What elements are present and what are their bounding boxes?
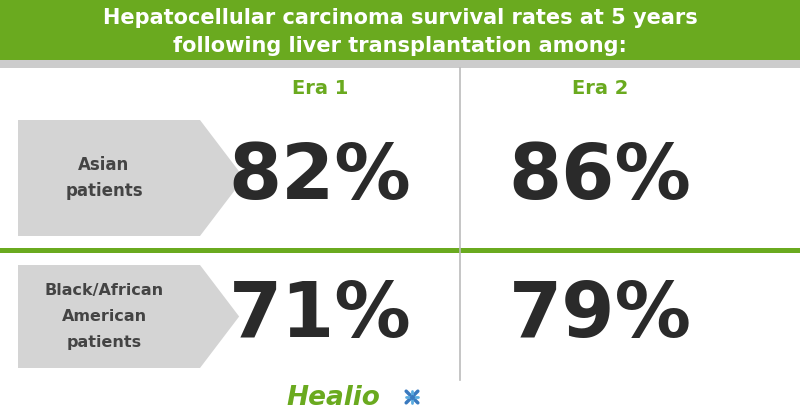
Bar xyxy=(0,60,800,68)
Text: 82%: 82% xyxy=(229,141,411,215)
Text: Asian: Asian xyxy=(78,156,130,174)
Text: Hepatocellular carcinoma survival rates at 5 years: Hepatocellular carcinoma survival rates … xyxy=(102,8,698,28)
Text: Healio: Healio xyxy=(286,385,380,411)
Text: 86%: 86% xyxy=(509,141,691,215)
Bar xyxy=(0,248,800,253)
Text: patients: patients xyxy=(66,335,142,350)
Text: Black/African: Black/African xyxy=(45,283,163,298)
Text: 71%: 71% xyxy=(229,279,411,354)
Text: following liver transplantation among:: following liver transplantation among: xyxy=(173,36,627,56)
Text: Era 1: Era 1 xyxy=(292,79,348,97)
Text: patients: patients xyxy=(65,182,143,200)
Polygon shape xyxy=(18,265,239,368)
Text: Era 2: Era 2 xyxy=(572,79,628,97)
Text: 79%: 79% xyxy=(509,279,691,354)
Text: American: American xyxy=(62,309,146,324)
Bar xyxy=(0,0,800,60)
Polygon shape xyxy=(18,120,244,236)
